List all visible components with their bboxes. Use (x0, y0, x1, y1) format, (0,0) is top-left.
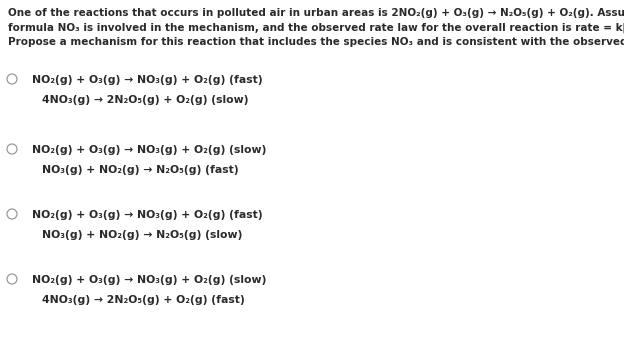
Text: NO₂(g) + O₃(g) → NO₃(g) + O₂(g) (slow): NO₂(g) + O₃(g) → NO₃(g) + O₂(g) (slow) (32, 145, 266, 155)
Text: NO₃(g) + NO₂(g) → N₂O₅(g) (fast): NO₃(g) + NO₂(g) → N₂O₅(g) (fast) (42, 165, 238, 175)
Text: NO₂(g) + O₃(g) → NO₃(g) + O₂(g) (slow): NO₂(g) + O₃(g) → NO₃(g) + O₂(g) (slow) (32, 275, 266, 285)
Text: 4NO₃(g) → 2N₂O₅(g) + O₂(g) (slow): 4NO₃(g) → 2N₂O₅(g) + O₂(g) (slow) (42, 95, 248, 105)
Text: 4NO₃(g) → 2N₂O₅(g) + O₂(g) (fast): 4NO₃(g) → 2N₂O₅(g) + O₂(g) (fast) (42, 295, 245, 305)
Text: NO₂(g) + O₃(g) → NO₃(g) + O₂(g) (fast): NO₂(g) + O₃(g) → NO₃(g) + O₂(g) (fast) (32, 210, 263, 220)
Text: NO₂(g) + O₃(g) → NO₃(g) + O₂(g) (fast): NO₂(g) + O₃(g) → NO₃(g) + O₂(g) (fast) (32, 75, 263, 85)
Text: One of the reactions that occurs in polluted air in urban areas is 2NO₂(g) + O₃(: One of the reactions that occurs in poll… (8, 8, 624, 47)
Text: NO₃(g) + NO₂(g) → N₂O₅(g) (slow): NO₃(g) + NO₂(g) → N₂O₅(g) (slow) (42, 230, 242, 240)
